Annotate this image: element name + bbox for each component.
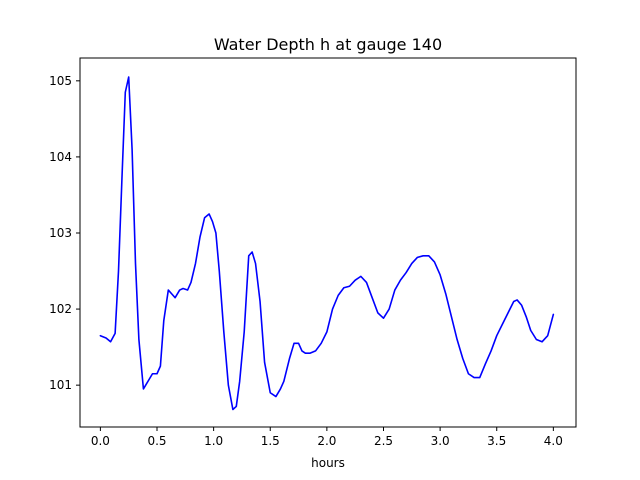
plot-frame — [79, 57, 577, 428]
chart-title: Water Depth h at gauge 140 — [214, 35, 442, 54]
y-tick-label: 104 — [49, 150, 72, 164]
x-tick-label: 0.5 — [147, 434, 166, 448]
y-axis: 101 102 103 104 105 — [49, 74, 80, 392]
y-tick-label: 103 — [49, 226, 72, 240]
x-tick-label: 0.0 — [91, 434, 110, 448]
x-tick-label: 3.5 — [487, 434, 506, 448]
x-tick-label: 1.5 — [261, 434, 280, 448]
x-tick-label: 2.5 — [374, 434, 393, 448]
x-tick-label: 1.0 — [204, 434, 223, 448]
y-tick-label: 105 — [49, 74, 72, 88]
series-line-0 — [99, 76, 555, 411]
x-tick-label: 2.0 — [317, 434, 336, 448]
x-axis-label: hours — [311, 456, 345, 470]
x-axis: 0.0 0.5 1.0 1.5 2.0 2.5 3.0 3.5 4.0 — [91, 427, 563, 448]
x-tick-label: 4.0 — [544, 434, 563, 448]
y-tick-label: 102 — [49, 302, 72, 316]
y-tick-label: 101 — [49, 378, 72, 392]
x-tick-label: 3.0 — [431, 434, 450, 448]
plot-area — [99, 76, 555, 411]
